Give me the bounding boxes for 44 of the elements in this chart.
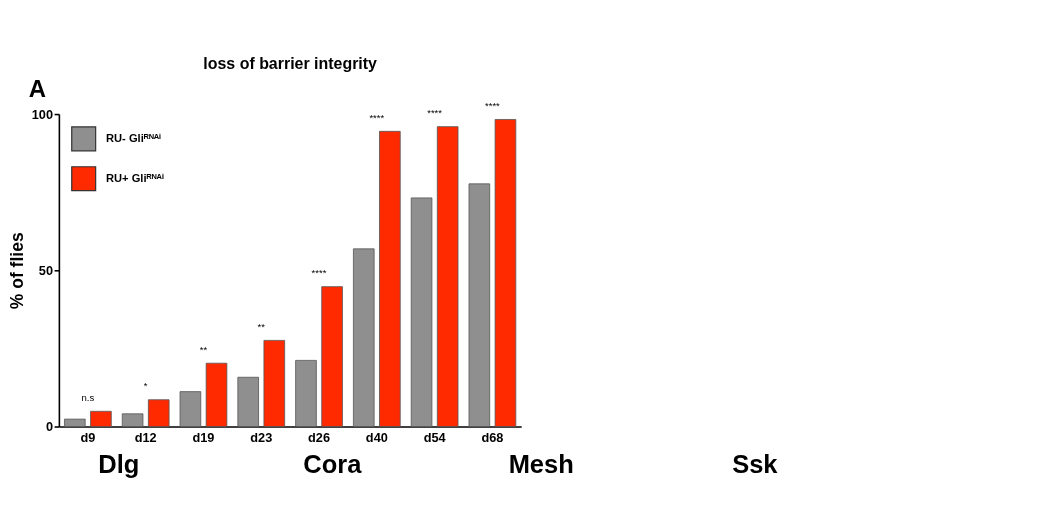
bar (237, 376, 259, 428)
annotation: **** (311, 267, 327, 279)
chart-title: loss of barrier integrity (203, 54, 378, 72)
text: Ssk (732, 449, 779, 478)
y-tick-label: 0 (45, 419, 54, 434)
x-tick-label: d12 (134, 430, 157, 446)
annotation: **** (369, 111, 385, 123)
bar (436, 126, 459, 428)
bar (321, 286, 343, 428)
text: Mesh (508, 449, 574, 478)
bar (295, 359, 317, 428)
x-tick-label: d40 (365, 430, 388, 446)
bar (90, 410, 112, 428)
text: A (28, 75, 46, 103)
bar (379, 130, 401, 428)
legend-label: RU- Gliᴿᴺᴬⁱ (106, 132, 162, 145)
bar (263, 339, 286, 428)
x-tick-label: d9 (80, 430, 96, 446)
bar (205, 362, 228, 428)
bar (494, 119, 517, 428)
x-tick-label: d54 (423, 430, 447, 446)
y-axis-title: % of flies (6, 232, 27, 310)
bar (64, 418, 86, 428)
annotation: ** (199, 343, 208, 355)
x-tick-label: d23 (250, 430, 273, 446)
text: **** (484, 100, 501, 112)
y-tick-label: 50 (38, 262, 54, 278)
text: Dlg (98, 449, 140, 478)
annotation: ** (257, 321, 266, 333)
annotation: **** (427, 107, 443, 119)
bar (147, 399, 170, 428)
y-tick-label: 100 (31, 106, 54, 122)
x-tick-label: d26 (308, 430, 331, 446)
annotation: * (143, 380, 148, 392)
legend-label: RU+ Gliᴿᴺᴬⁱ (106, 171, 164, 184)
bar (410, 197, 433, 428)
bar (179, 391, 202, 428)
bar (468, 183, 491, 428)
text: Cora (303, 449, 363, 478)
bar (353, 248, 375, 428)
x-tick-label: d68 (481, 430, 504, 446)
annotation: n.s (81, 391, 95, 403)
x-tick-label: d19 (192, 430, 215, 446)
bar (121, 413, 144, 428)
